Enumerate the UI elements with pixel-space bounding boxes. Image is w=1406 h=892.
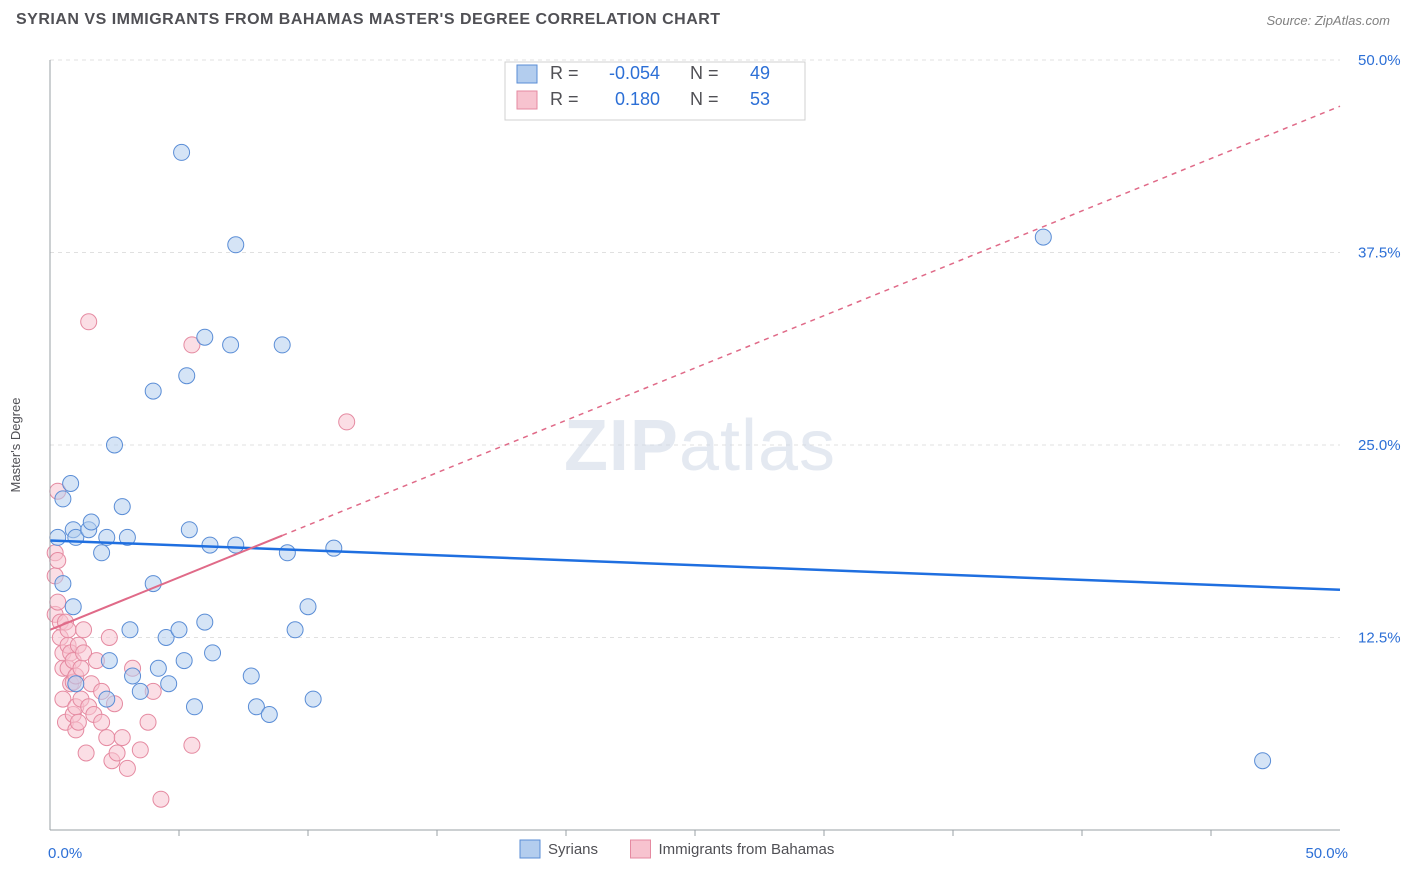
data-point xyxy=(326,540,342,556)
data-point xyxy=(243,668,259,684)
legend-n-label: N = xyxy=(690,89,719,109)
data-point xyxy=(176,653,192,669)
data-point xyxy=(122,622,138,638)
legend-n-value: 53 xyxy=(750,89,770,109)
data-point xyxy=(287,622,303,638)
data-point xyxy=(223,337,239,353)
data-point xyxy=(50,553,66,569)
legend-swatch xyxy=(520,840,540,858)
regression-line xyxy=(50,536,282,630)
data-point xyxy=(186,699,202,715)
data-point xyxy=(197,614,213,630)
data-point xyxy=(125,668,141,684)
data-point xyxy=(174,144,190,160)
data-point xyxy=(153,791,169,807)
data-point xyxy=(101,653,117,669)
data-point xyxy=(181,522,197,538)
data-point xyxy=(83,514,99,530)
data-point xyxy=(55,576,71,592)
watermark: ZIPatlas xyxy=(564,406,836,486)
data-point xyxy=(99,691,115,707)
data-point xyxy=(228,537,244,553)
data-point xyxy=(197,329,213,345)
data-point xyxy=(339,414,355,430)
data-point xyxy=(65,599,81,615)
data-point xyxy=(70,714,86,730)
data-point xyxy=(205,645,221,661)
data-point xyxy=(81,314,97,330)
data-point xyxy=(50,594,66,610)
data-point xyxy=(300,599,316,615)
data-point xyxy=(119,760,135,776)
data-point xyxy=(94,545,110,561)
data-point xyxy=(99,730,115,746)
data-point xyxy=(68,676,84,692)
data-point xyxy=(76,622,92,638)
data-point xyxy=(279,545,295,561)
data-point xyxy=(55,491,71,507)
data-point xyxy=(109,745,125,761)
legend-swatch xyxy=(631,840,651,858)
data-point xyxy=(228,237,244,253)
legend-r-value: -0.054 xyxy=(609,63,660,83)
chart-container: 12.5% 25.0% 37.5% 50.0% ZIPatlas 0.0% 50.0% Mas… xyxy=(0,40,1406,892)
data-point xyxy=(305,691,321,707)
legend-swatch xyxy=(517,65,537,83)
data-point xyxy=(78,745,94,761)
data-point xyxy=(179,368,195,384)
data-point xyxy=(73,660,89,676)
data-point xyxy=(140,714,156,730)
data-point xyxy=(1255,753,1271,769)
legend-r-label: R = xyxy=(550,89,579,109)
data-point xyxy=(114,730,130,746)
legend-r-value: 0.180 xyxy=(615,89,660,109)
data-point xyxy=(261,707,277,723)
scatter-chart: 12.5% 25.0% 37.5% 50.0% ZIPatlas 0.0% 50.0% Mas… xyxy=(0,40,1406,892)
y-tick-label: 37.5% xyxy=(1358,245,1401,262)
regression-line xyxy=(50,540,1340,589)
data-point xyxy=(150,660,166,676)
data-point xyxy=(161,676,177,692)
y-tick-label: 25.0% xyxy=(1358,437,1401,454)
y-axis-label: Master's Degree xyxy=(8,398,23,493)
data-point xyxy=(274,337,290,353)
x-tick-label: 0.0% xyxy=(48,845,82,862)
y-tick-label: 12.5% xyxy=(1358,630,1401,647)
data-point xyxy=(132,683,148,699)
page-title: SYRIAN VS IMMIGRANTS FROM BAHAMAS MASTER… xyxy=(16,11,721,29)
data-point xyxy=(184,737,200,753)
data-point xyxy=(132,742,148,758)
source-label: Source: ZipAtlas.com xyxy=(1266,13,1390,28)
data-point xyxy=(114,499,130,515)
data-point xyxy=(94,714,110,730)
data-point xyxy=(202,537,218,553)
data-point xyxy=(1035,229,1051,245)
data-point xyxy=(63,476,79,492)
y-tick-label: 50.0% xyxy=(1358,52,1401,69)
legend-label: Immigrants from Bahamas xyxy=(659,841,835,858)
data-point xyxy=(145,383,161,399)
data-point xyxy=(107,437,123,453)
data-point xyxy=(101,630,117,646)
data-point xyxy=(50,529,66,545)
legend-n-label: N = xyxy=(690,63,719,83)
legend-n-value: 49 xyxy=(750,63,770,83)
legend-r-label: R = xyxy=(550,63,579,83)
legend-swatch xyxy=(517,91,537,109)
x-tick-label: 50.0% xyxy=(1305,845,1348,862)
data-point xyxy=(171,622,187,638)
legend-label: Syrians xyxy=(548,841,598,858)
